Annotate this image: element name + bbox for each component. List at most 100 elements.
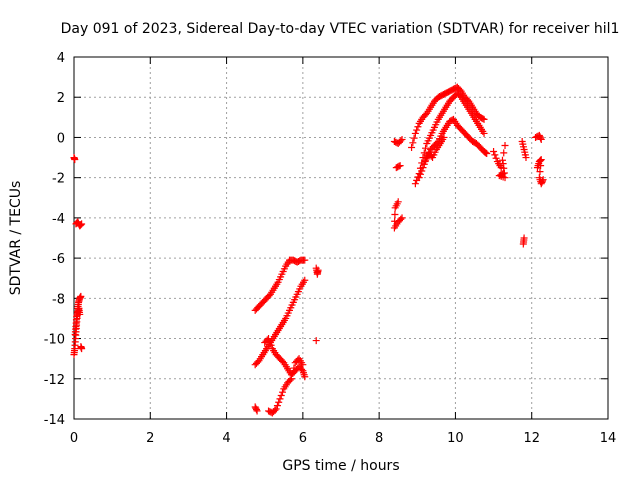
data-point — [398, 214, 406, 222]
x-tick-label: 6 — [299, 431, 307, 446]
data-point — [252, 406, 260, 414]
data-point — [397, 215, 405, 223]
x-tick-label: 8 — [375, 431, 383, 446]
data-point — [78, 220, 86, 228]
data-point — [408, 144, 416, 151]
data-point — [480, 129, 488, 137]
data-point — [483, 150, 491, 158]
y-tick-label: -12 — [44, 373, 65, 388]
axis-ticks: 0 2 4 6 8 10 12 14 -14 -12 -10 -8 -6 -4 -2 0 2 4 — [44, 51, 617, 446]
plot-frame — [73, 56, 609, 420]
data-point — [301, 276, 309, 284]
data-point — [440, 133, 448, 141]
data-point — [279, 388, 287, 396]
y-tick-label: -8 — [52, 292, 65, 307]
data-point — [416, 170, 424, 178]
x-tick-label: 14 — [600, 431, 617, 446]
y-tick-label: -4 — [52, 212, 65, 227]
x-tick-label: 12 — [523, 431, 540, 446]
data-series — [251, 276, 309, 369]
data-series — [261, 335, 309, 381]
data-point — [265, 335, 273, 343]
data-point — [77, 292, 85, 300]
x-tick-label: 4 — [222, 431, 230, 446]
data-point — [289, 369, 297, 377]
data-point — [411, 180, 419, 188]
grid-lines — [74, 57, 608, 419]
data-point — [539, 176, 547, 184]
data-point — [411, 129, 419, 137]
y-tick-label: -2 — [52, 172, 65, 187]
data-series — [312, 264, 322, 345]
y-tick-label: 4 — [57, 51, 65, 66]
data-point — [301, 256, 309, 264]
data-point — [253, 407, 261, 415]
data-point — [71, 156, 79, 164]
data-point — [519, 240, 527, 248]
data-point — [266, 338, 274, 346]
data-point — [277, 392, 285, 400]
data-point — [271, 406, 279, 414]
data-point — [500, 169, 508, 177]
data-point — [78, 345, 86, 353]
data-point — [267, 341, 275, 349]
data-point — [479, 115, 487, 123]
x-axis-label: GPS time / hours — [282, 458, 399, 474]
data-series — [518, 137, 530, 248]
data-point — [287, 375, 295, 383]
data-point — [410, 134, 418, 142]
data-series — [70, 154, 79, 164]
x-tick-label: 10 — [447, 431, 464, 446]
y-tick-label: -6 — [52, 252, 65, 267]
data-point — [536, 157, 544, 165]
data-series — [411, 89, 488, 188]
data-point — [422, 144, 430, 152]
data-point — [77, 221, 85, 229]
data-series — [251, 403, 261, 415]
data-point — [276, 395, 284, 403]
data-point — [273, 402, 281, 410]
chart-title: Day 091 of 2023, Sidereal Day-to-day VTE… — [61, 21, 620, 37]
data-points — [70, 83, 547, 417]
data-point — [537, 156, 545, 164]
data-point — [522, 154, 530, 162]
data-point — [398, 135, 406, 143]
data-point — [480, 115, 488, 123]
data-point — [501, 141, 509, 149]
y-axis-label: SDTVAR / TECUs — [8, 181, 24, 296]
data-point — [420, 149, 428, 157]
data-series — [490, 141, 509, 182]
data-point — [537, 134, 545, 142]
data-point — [286, 376, 294, 384]
data-series — [415, 115, 491, 182]
data-point — [414, 123, 422, 131]
data-point — [397, 137, 405, 145]
data-point — [290, 364, 298, 372]
data-point — [76, 310, 84, 318]
data-series — [421, 133, 448, 166]
data-series — [265, 355, 307, 417]
data-point — [500, 164, 508, 172]
y-tick-label: 0 — [57, 131, 65, 146]
data-point — [391, 211, 399, 219]
data-point — [537, 162, 545, 170]
data-point — [491, 151, 499, 159]
data-series — [408, 83, 488, 151]
data-series — [390, 135, 406, 232]
y-tick-label: -14 — [44, 413, 65, 428]
data-point — [539, 177, 547, 185]
data-point — [76, 221, 84, 229]
data-point — [409, 139, 417, 147]
data-point — [314, 266, 322, 274]
data-point — [272, 405, 280, 413]
y-tick-label: -10 — [44, 333, 65, 348]
data-point — [415, 174, 423, 182]
data-point — [499, 160, 507, 168]
data-point — [419, 164, 427, 172]
data-series — [72, 218, 86, 230]
data-point — [299, 361, 307, 369]
x-tick-label: 0 — [70, 431, 78, 446]
data-point — [498, 156, 506, 164]
data-point — [492, 154, 500, 162]
